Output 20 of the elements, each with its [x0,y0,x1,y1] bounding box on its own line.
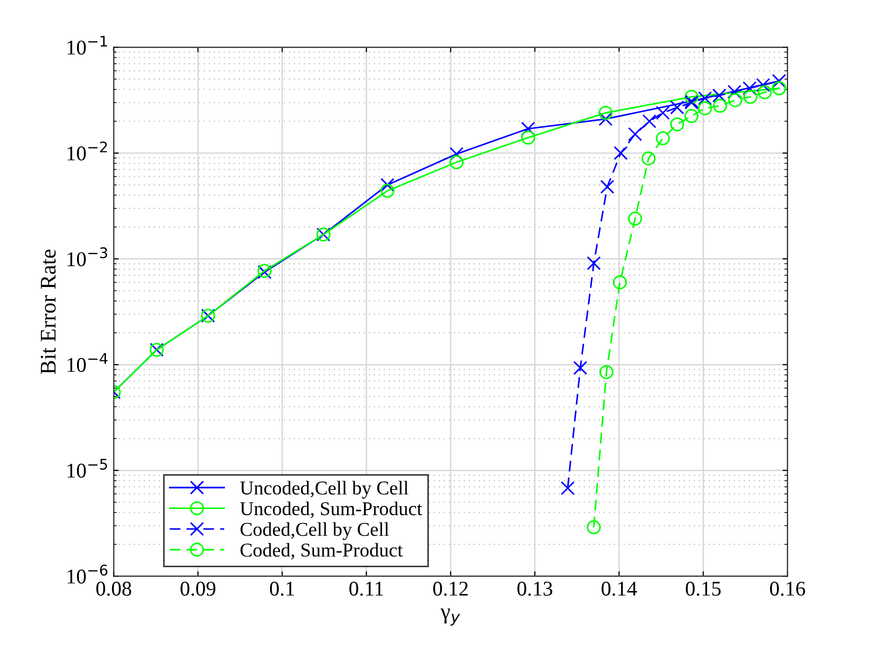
legend-label: Coded,Cell by Cell [240,522,389,540]
y-tick-label: 10$^{−5}$ [68,458,108,478]
x-tick-label: 0.08 [96,582,132,596]
x-tick-label: 0.12 [433,582,468,596]
legend-label: Uncoded,Cell by Cell [240,480,408,499]
x-tick-label: 0.1 [270,582,294,596]
x-axis-title: γ$_{y}$ [440,608,460,626]
x-tick-label: 0.11 [349,582,383,596]
x-tick-label: 0.14 [602,582,637,596]
y-tick-label: 10$^{−1}$ [68,36,107,55]
y-tick-label: 10$^{−3}$ [68,247,108,266]
y-tick-label: 10$^{−2}$ [68,141,107,160]
y-tick-label: 10$^{−4}$ [68,353,108,372]
x-tick-label: 0.15 [686,582,721,596]
x-tick-label: 0.16 [770,582,806,596]
x-tick-label: 0.09 [180,582,216,596]
legend-label: Uncoded, Sum-Product [240,502,422,518]
legend-label: Coded, Sum-Product [240,543,403,560]
x-tick-label: 0.13 [517,582,552,596]
y-axis-title: Bit Error Rate [40,250,56,374]
